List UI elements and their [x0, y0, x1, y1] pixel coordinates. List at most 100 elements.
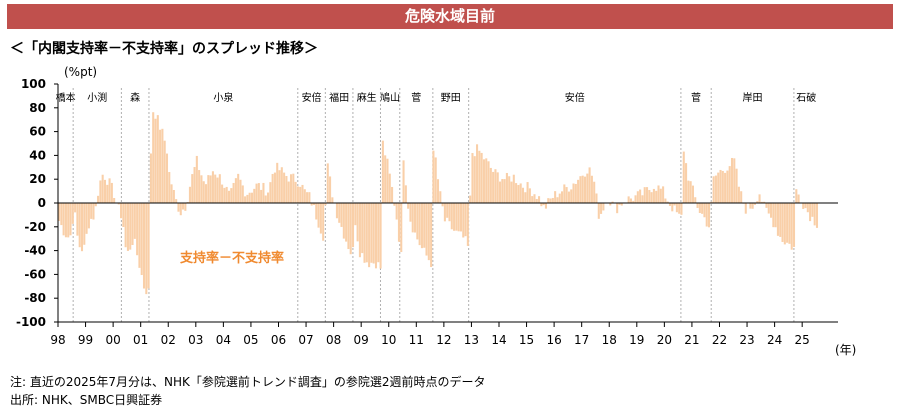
spread-bar [487, 161, 490, 203]
spread-bar [110, 182, 113, 203]
x-tick-label: 00 [105, 333, 120, 347]
spread-bar [501, 179, 504, 203]
spread-bar [813, 203, 816, 226]
spread-bar [673, 203, 676, 206]
spread-bar [87, 203, 90, 229]
spread-bar [175, 199, 178, 203]
spread-bar [710, 201, 713, 203]
spread-bar [131, 203, 134, 246]
era-label: 菅 [411, 92, 421, 104]
spread-bar [691, 185, 694, 203]
spread-bar [248, 192, 251, 203]
spread-bar [753, 203, 757, 205]
spread-bar [432, 150, 435, 203]
spread-bar [643, 187, 646, 203]
spread-bar [749, 203, 752, 209]
spread-bar [650, 192, 653, 203]
era-label: 岸田 [743, 92, 763, 104]
spread-bar [547, 198, 550, 203]
x-tick-label: 01 [133, 333, 148, 347]
spread-bar [338, 203, 341, 223]
spread-bar [802, 203, 805, 209]
spread-bar [71, 203, 74, 224]
spread-bar [482, 159, 485, 203]
spread-bar [774, 203, 777, 228]
spread-bar [551, 197, 554, 203]
spread-bar [363, 203, 366, 263]
spread-bar [289, 174, 293, 203]
spread-bar [616, 203, 619, 214]
spread-bar [446, 203, 449, 218]
spread-bar [466, 203, 469, 246]
spread-bar [253, 188, 256, 203]
spread-bar [161, 128, 164, 203]
spread-bar [767, 203, 770, 214]
spread-bar [629, 198, 632, 203]
x-tick-label: 21 [684, 333, 699, 347]
spread-bar [795, 189, 798, 203]
spread-bar [64, 203, 67, 238]
spread-bar [740, 191, 743, 203]
spread-bar [312, 203, 316, 206]
header-title: 危険水域目前 [7, 4, 893, 29]
spread-bar [427, 203, 430, 261]
x-axis-label: (年) [835, 343, 856, 357]
spread-bar [147, 203, 150, 289]
spread-bar [354, 203, 357, 226]
spread-bar [478, 150, 481, 203]
spread-bar [689, 181, 692, 203]
spread-bar [184, 203, 187, 211]
spread-bar [792, 203, 796, 247]
spread-bar [211, 171, 214, 203]
spread-bar [549, 198, 552, 203]
spread-bar [207, 175, 210, 203]
spread-bar [94, 203, 97, 207]
spread-bar [140, 203, 143, 276]
era-label: 石破 [796, 91, 816, 104]
spread-bar [296, 186, 299, 203]
spread-bar [744, 203, 747, 214]
spread-bar [776, 203, 779, 236]
spread-bar [361, 203, 364, 254]
spread-bar [379, 203, 382, 269]
spread-bar [292, 173, 295, 203]
spread-bar [329, 176, 332, 203]
spread-bar [471, 153, 474, 203]
x-tick-label: 19 [629, 333, 644, 347]
spread-bar [524, 192, 527, 203]
spread-bar [418, 203, 421, 246]
x-tick-label: 18 [602, 333, 617, 347]
spread-bar [358, 203, 361, 258]
x-tick-label: 12 [436, 333, 451, 347]
spread-bar [381, 140, 384, 203]
spread-bar [806, 203, 809, 213]
spread-bar [519, 183, 522, 203]
spread-bar [668, 203, 672, 206]
spread-bar [636, 191, 639, 203]
x-tick-label: 22 [712, 333, 727, 347]
spread-bar [540, 203, 543, 207]
spread-bar [496, 172, 499, 203]
spread-bar [728, 166, 731, 203]
spread-bar [99, 180, 102, 203]
spread-bar [436, 179, 440, 203]
spread-bar [241, 185, 244, 203]
spread-bar [786, 203, 789, 243]
y-tick-label: 20 [29, 172, 46, 186]
spread-bar [459, 203, 463, 232]
spread-bar [719, 169, 722, 203]
x-tick-label: 04 [216, 333, 231, 347]
x-tick-label: 25 [795, 333, 810, 347]
spread-bar [678, 203, 681, 214]
spread-bar [503, 179, 506, 203]
spread-bar [685, 163, 688, 203]
spread-bar [108, 178, 111, 203]
spread-bar [655, 190, 658, 203]
spread-bar [280, 167, 283, 203]
spread-bar [285, 175, 288, 203]
spread-bar [770, 203, 773, 218]
spread-bar [177, 203, 180, 212]
spread-bar [639, 189, 642, 203]
spread-bar [154, 118, 157, 203]
spread-bar [567, 191, 570, 203]
